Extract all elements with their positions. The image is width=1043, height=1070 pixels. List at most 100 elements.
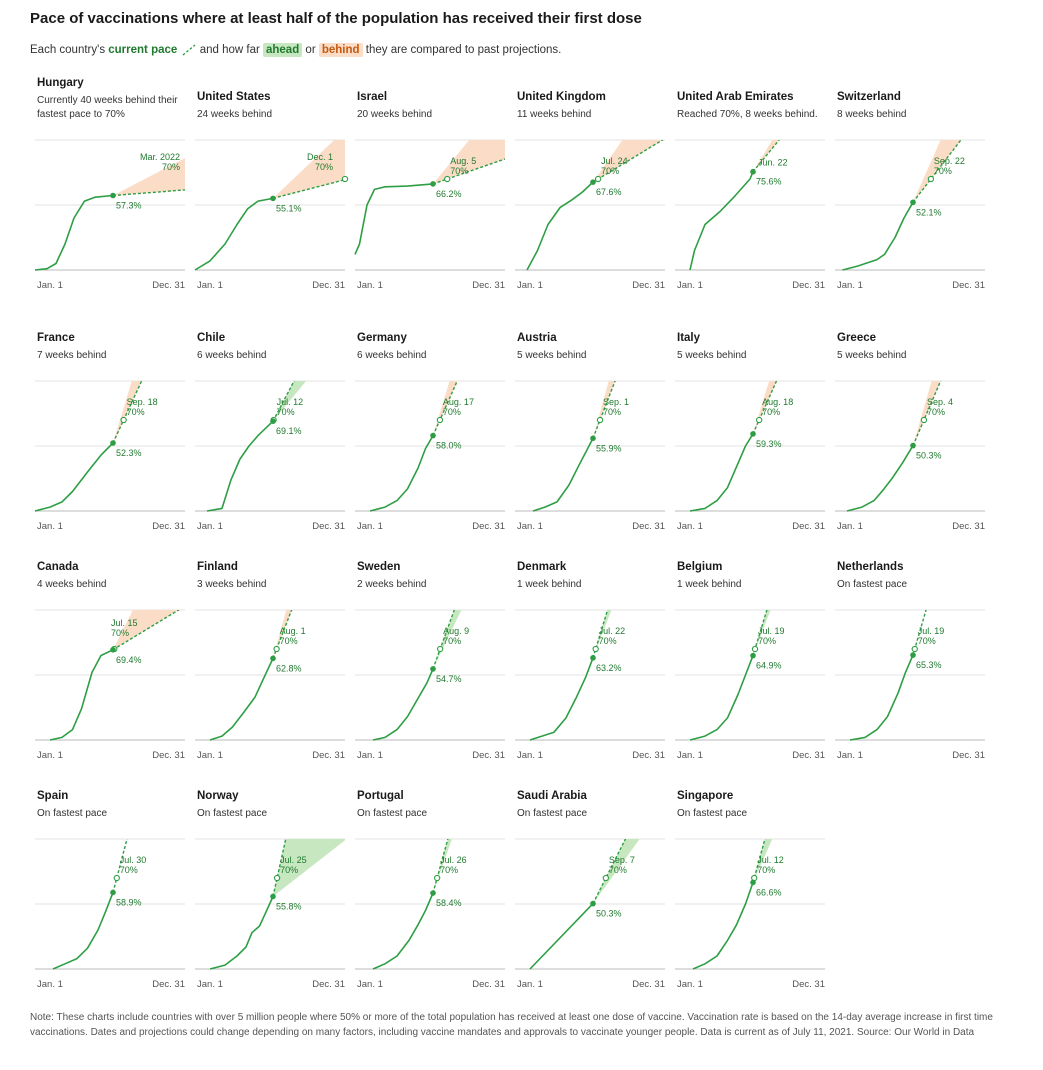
current-pct-label: 69.1% bbox=[276, 426, 302, 436]
target-marker bbox=[751, 645, 759, 653]
current-pct-label: 52.3% bbox=[116, 448, 142, 458]
projection-line bbox=[272, 839, 287, 897]
target-marker bbox=[433, 874, 441, 882]
country-name: United States bbox=[197, 91, 271, 103]
behind-area bbox=[433, 381, 458, 436]
current-pct-label: 58.4% bbox=[436, 898, 462, 908]
projection-line bbox=[432, 381, 458, 436]
target-date-label: Sep. 1 bbox=[603, 397, 629, 407]
vaccination-line bbox=[849, 654, 914, 741]
target-date-label: Aug. 5 bbox=[450, 156, 476, 166]
current-point bbox=[590, 435, 596, 442]
country-name: France bbox=[37, 332, 75, 344]
target-pct-label: 70% bbox=[127, 407, 145, 417]
x-axis-end-label: Dec. 31 bbox=[792, 979, 825, 990]
country-status: On fastest pace bbox=[837, 579, 908, 590]
country-chart: 66.2% Aug. 570% Jan. 1 Dec. 31 bbox=[354, 139, 505, 291]
legend-behind: behind bbox=[318, 43, 363, 58]
x-axis-end-label: Dec. 31 bbox=[472, 280, 505, 291]
country-panel: Denmark 1 week behind 63.2% Jul. 22 70% Jan. … bbox=[510, 547, 670, 762]
x-axis-start-label: Jan. 1 bbox=[197, 750, 223, 761]
country-status: 1 week behind bbox=[517, 579, 582, 590]
target-pct-label: 70% bbox=[280, 865, 298, 875]
x-axis-start-label: Jan. 1 bbox=[517, 979, 543, 990]
country-status: 6 weeks behind bbox=[197, 350, 267, 361]
x-axis-start-label: Jan. 1 bbox=[677, 280, 703, 291]
target-pct-label: 70% bbox=[443, 407, 461, 417]
projection-line bbox=[272, 381, 295, 422]
x-axis-start-label: Jan. 1 bbox=[357, 750, 383, 761]
x-axis-end-label: Dec. 31 bbox=[792, 521, 825, 532]
current-pct-label: 50.3% bbox=[596, 909, 622, 919]
target-marker bbox=[444, 175, 451, 183]
country-panel: United Arab Emirates Reached 70%, 8 weeks… bbox=[670, 77, 830, 292]
target-pct-label: 70% bbox=[599, 636, 617, 646]
current-point bbox=[590, 900, 596, 907]
country-panel: Canada 4 weeks behind 69.4% Jul. 15 70% Jan. … bbox=[30, 547, 190, 762]
x-axis-end-label: Dec. 31 bbox=[152, 280, 185, 291]
country-chart: 62.8% Aug. 170% Jan. 1 Dec. 31 bbox=[195, 609, 345, 761]
target-date-label: Aug. 17 bbox=[443, 397, 474, 407]
current-pct-label: 57.3% bbox=[116, 201, 142, 211]
country-status: 4 weeks behind bbox=[37, 579, 107, 590]
current-pct-label: 62.8% bbox=[276, 663, 302, 673]
current-point bbox=[750, 879, 756, 886]
x-axis-start-label: Jan. 1 bbox=[357, 979, 383, 990]
current-pct-label: 50.3% bbox=[916, 451, 942, 461]
x-axis-start-label: Jan. 1 bbox=[357, 521, 383, 532]
country-chart: 55.1% Dec. 170% Jan. 1 Dec. 31 bbox=[194, 139, 349, 291]
x-axis-start-label: Jan. 1 bbox=[357, 280, 383, 291]
current-point bbox=[750, 431, 756, 437]
target-marker bbox=[436, 416, 444, 424]
target-pct-label: 70% bbox=[280, 636, 298, 646]
x-axis-end-label: Dec. 31 bbox=[632, 979, 665, 990]
x-axis-end-label: Dec. 31 bbox=[792, 280, 825, 291]
target-date-label: Sep. 7 bbox=[609, 855, 635, 865]
country-status: 5 weeks behind bbox=[677, 350, 747, 361]
country-name: Greece bbox=[837, 332, 877, 344]
x-axis-end-label: Dec. 31 bbox=[952, 750, 985, 761]
projection-line bbox=[112, 189, 185, 197]
current-pct-label: 52.1% bbox=[916, 207, 942, 217]
country-status: Currently 40 weeks behind their fastest … bbox=[37, 95, 178, 120]
x-axis-end-label: Dec. 31 bbox=[312, 979, 345, 990]
x-axis-start-label: Jan. 1 bbox=[517, 280, 543, 291]
target-date-label: Jun. 22 bbox=[758, 158, 788, 168]
projection-line bbox=[592, 610, 609, 659]
vaccination-line bbox=[526, 181, 594, 271]
current-pct-label: 63.2% bbox=[596, 663, 622, 673]
target-pct-label: 70% bbox=[120, 865, 138, 875]
x-axis-end-label: Dec. 31 bbox=[152, 521, 185, 532]
country-name: Saudi Arabia bbox=[517, 790, 587, 802]
target-date-label: Jul. 25 bbox=[280, 855, 307, 865]
country-panel: Switzerland 8 weeks behind 52.1% Sep. 22 70%… bbox=[830, 77, 990, 292]
vaccination-line bbox=[49, 649, 114, 741]
target-date-label: Jul. 15 bbox=[111, 618, 138, 628]
target-pct-label: 70% bbox=[762, 407, 780, 417]
target-pct-label: 70% bbox=[609, 865, 627, 875]
country-name: Austria bbox=[517, 332, 557, 344]
x-axis-start-label: Jan. 1 bbox=[197, 280, 223, 291]
projection-line bbox=[592, 140, 664, 183]
target-date-label: Jul. 26 bbox=[440, 855, 467, 865]
current-point bbox=[270, 893, 276, 900]
x-axis-start-label: Jan. 1 bbox=[677, 979, 703, 990]
ahead-area bbox=[273, 839, 345, 897]
projection-line bbox=[112, 839, 128, 893]
country-status: On fastest pace bbox=[197, 808, 268, 819]
country-status: On fastest pace bbox=[357, 808, 428, 819]
country-status: Reached 70%, 8 weeks behind. bbox=[677, 109, 818, 120]
behind-area bbox=[593, 381, 616, 439]
target-date-label: Jul. 19 bbox=[918, 626, 945, 636]
target-date-label: Jul. 19 bbox=[758, 626, 785, 636]
vaccination-line bbox=[689, 655, 754, 741]
country-status: 24 weeks behind bbox=[197, 109, 273, 120]
country-panel: France 7 weeks behind 52.3% Sep. 18 70% Jan. … bbox=[30, 318, 190, 533]
country-panel: Austria 5 weeks behind 55.9% Sep. 1 70% Jan. … bbox=[510, 318, 670, 533]
vaccination-line bbox=[34, 442, 114, 512]
current-point bbox=[270, 655, 276, 662]
